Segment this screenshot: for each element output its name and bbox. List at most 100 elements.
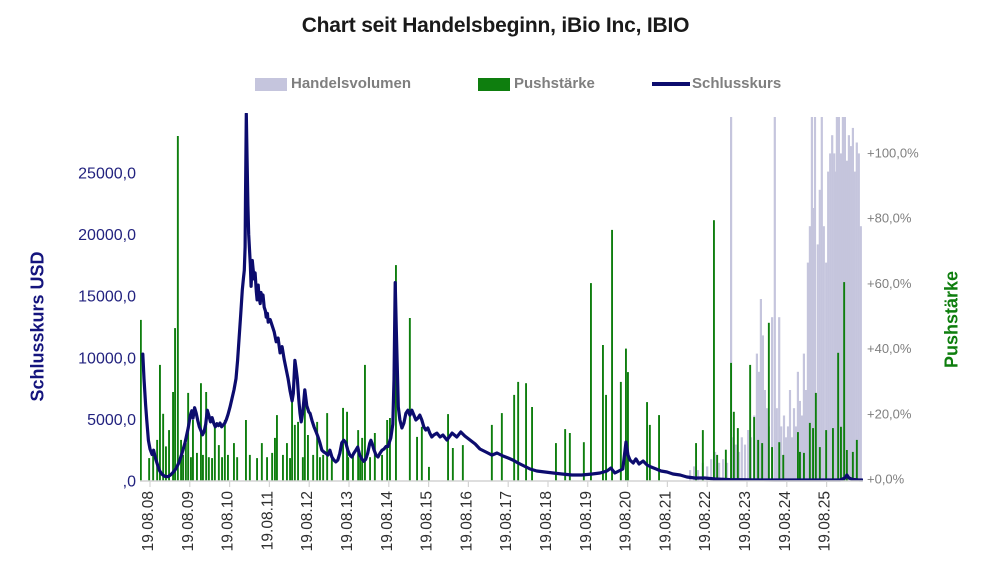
volume-bar xyxy=(813,117,817,481)
push-bar xyxy=(724,449,727,481)
push-bar xyxy=(289,458,291,481)
push-bar xyxy=(165,446,167,481)
push-bar xyxy=(286,443,288,481)
volume-bar xyxy=(693,466,696,481)
push-bar xyxy=(168,430,170,481)
push-bar xyxy=(330,457,333,481)
volume-bar xyxy=(737,451,741,481)
legend-label-schlusskurs: Schlusskurs xyxy=(692,75,782,92)
push-bar xyxy=(627,372,629,481)
push-bar xyxy=(648,424,651,481)
push-bar xyxy=(840,426,842,481)
push-bar xyxy=(182,454,184,481)
push-bar xyxy=(233,443,235,481)
push-bar xyxy=(568,433,571,481)
push-bar xyxy=(832,428,834,481)
volume-bar xyxy=(796,371,799,481)
x-tick-label: 19.08.15 xyxy=(419,491,436,551)
x-tick-label: 19.08.09 xyxy=(180,491,197,551)
push-bar xyxy=(761,443,764,481)
push-bar xyxy=(312,454,315,481)
push-bar xyxy=(701,430,704,481)
x-tick-label: 19.08.10 xyxy=(220,491,237,552)
push-bar xyxy=(730,362,732,481)
push-bar xyxy=(658,415,660,481)
volume-bar xyxy=(822,226,825,481)
push-bar xyxy=(357,430,360,481)
push-bar xyxy=(227,454,229,481)
volume-bar xyxy=(778,317,781,481)
volume-bar xyxy=(808,226,811,481)
push-bar xyxy=(245,420,247,481)
push-bar xyxy=(605,394,607,481)
push-bar xyxy=(205,392,208,481)
push-bar xyxy=(531,407,533,481)
push-bar xyxy=(416,436,418,481)
push-bar xyxy=(172,392,174,481)
volume-bar xyxy=(859,226,862,481)
push-bar xyxy=(812,428,814,481)
push-bar xyxy=(301,457,304,481)
volume-bar xyxy=(730,117,733,481)
x-tick-label: 19.08.20 xyxy=(618,491,635,552)
volume-bar xyxy=(802,353,805,481)
push-bar xyxy=(190,457,192,481)
push-bar xyxy=(187,392,190,481)
push-bar xyxy=(364,364,366,481)
push-bar xyxy=(420,426,423,481)
push-bar xyxy=(316,421,319,481)
push-bar xyxy=(221,457,223,481)
push-bar xyxy=(271,452,274,481)
push-bar xyxy=(753,417,756,481)
volume-bar xyxy=(773,117,776,481)
x-tick-label: 19.08.08 xyxy=(140,491,157,551)
push-bar xyxy=(236,457,239,481)
left-tick-label: 25000,0 xyxy=(78,166,136,183)
legend-swatch-handelsvolumen-icon xyxy=(255,78,287,91)
push-bar xyxy=(256,458,258,481)
volume-bar xyxy=(818,189,821,482)
volume-bar xyxy=(734,444,737,481)
right-tick-label: +40,0% xyxy=(867,341,912,356)
push-bar xyxy=(716,454,719,481)
push-bar xyxy=(319,457,321,481)
push-bar xyxy=(447,414,449,481)
push-bar xyxy=(184,443,187,481)
push-bar xyxy=(695,443,697,481)
volume-bar xyxy=(820,117,823,481)
volume-bar xyxy=(722,459,725,481)
push-bar xyxy=(428,466,430,481)
volume-bar xyxy=(765,408,768,481)
volume-bar xyxy=(851,127,854,482)
push-bar xyxy=(825,430,828,481)
push-bar xyxy=(192,420,194,481)
volume-bar xyxy=(710,459,713,481)
x-tick-label: 19.08.18 xyxy=(538,491,555,551)
x-tick-label: 19.08.11 xyxy=(259,491,276,550)
push-bar xyxy=(248,454,251,481)
push-bar xyxy=(359,458,362,481)
volume-bar xyxy=(759,299,762,481)
x-tick-label: 19.08.16 xyxy=(458,491,475,551)
push-bar xyxy=(778,442,781,481)
volume-bar xyxy=(806,262,809,481)
x-tick-label: 19.08.12 xyxy=(299,491,316,551)
push-bar xyxy=(389,418,391,481)
volume-bar xyxy=(740,437,743,481)
push-bar xyxy=(408,318,411,481)
push-bar xyxy=(274,437,276,481)
right-tick-label: +100,0% xyxy=(867,146,919,161)
left-tick-label: 5000,0 xyxy=(87,412,136,429)
volume-bar xyxy=(839,153,842,481)
push-bar xyxy=(266,457,268,481)
push-bar xyxy=(517,381,520,481)
push-bar xyxy=(211,458,213,481)
volume-bar xyxy=(794,426,797,481)
volume-bar xyxy=(847,135,850,481)
push-bar xyxy=(767,322,770,481)
push-bar xyxy=(303,392,306,481)
left-tick-label: 10000,0 xyxy=(78,350,136,367)
push-bar xyxy=(451,448,454,481)
volume-bar xyxy=(816,244,819,481)
volume-bar xyxy=(798,400,801,481)
